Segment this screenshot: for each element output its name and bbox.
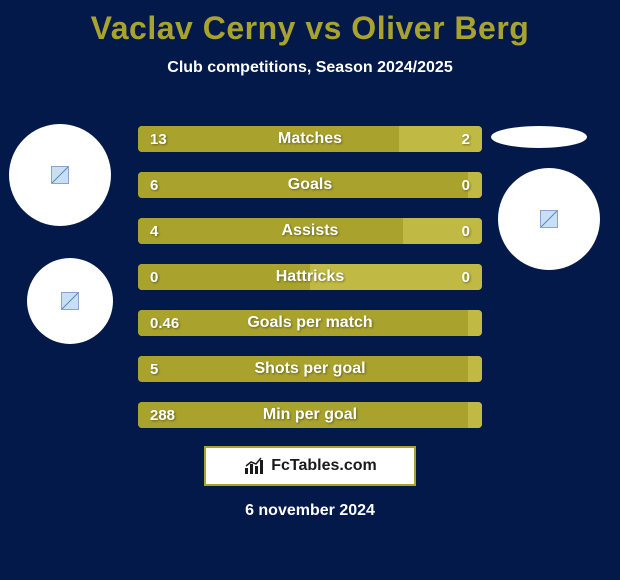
- fctables-logo: FcTables.com: [204, 446, 416, 486]
- stat-label: Shots per goal: [138, 356, 482, 382]
- player2-avatar-large: [498, 168, 600, 270]
- stat-value-left: 6: [150, 172, 158, 198]
- stat-value-left: 13: [150, 126, 167, 152]
- stat-label: Hattricks: [138, 264, 482, 290]
- stat-value-left: 0: [150, 264, 158, 290]
- player1-avatar-small: [27, 258, 113, 344]
- logo-text: FcTables.com: [271, 457, 377, 475]
- stat-row: Hattricks0 0: [138, 264, 482, 290]
- stat-value-left: 4: [150, 218, 158, 244]
- image-placeholder-icon: [61, 292, 79, 310]
- page-title: Vaclav Cerny vs Oliver Berg: [0, 0, 620, 47]
- stat-value-right: 0: [462, 218, 470, 244]
- stat-label: Min per goal: [138, 402, 482, 428]
- chart-icon: [243, 456, 267, 476]
- stat-label: Goals per match: [138, 310, 482, 336]
- player2-ellipse: [491, 126, 587, 148]
- stat-row: Goals6 0: [138, 172, 482, 198]
- stat-value-right: 0: [462, 264, 470, 290]
- stat-row: Shots per goal5: [138, 356, 482, 382]
- stat-label: Assists: [138, 218, 482, 244]
- stat-row: Min per goal288: [138, 402, 482, 428]
- stat-value-right: 2: [462, 126, 470, 152]
- stat-row: Goals per match0.46: [138, 310, 482, 336]
- stat-row: Assists4 0: [138, 218, 482, 244]
- image-placeholder-icon: [540, 210, 558, 228]
- stat-label: Matches: [138, 126, 482, 152]
- stat-value-left: 0.46: [150, 310, 179, 336]
- stat-label: Goals: [138, 172, 482, 198]
- stat-value-left: 288: [150, 402, 175, 428]
- subtitle: Club competitions, Season 2024/2025: [0, 59, 620, 77]
- player1-avatar-large: [9, 124, 111, 226]
- stat-row: Matches13 2: [138, 126, 482, 152]
- date-text: 6 november 2024: [0, 502, 620, 520]
- image-placeholder-icon: [51, 166, 69, 184]
- stat-value-left: 5: [150, 356, 158, 382]
- stat-value-right: 0: [462, 172, 470, 198]
- comparison-chart: Matches132Goals60Assists40Hattricks00Goa…: [138, 126, 482, 448]
